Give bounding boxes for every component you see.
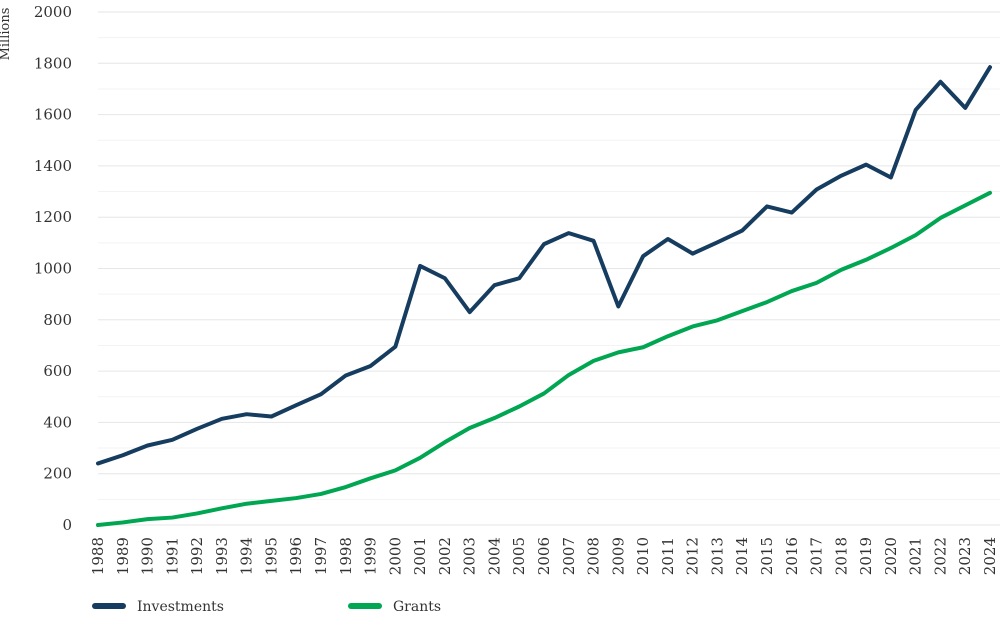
y-tick-label: 600 <box>43 362 72 380</box>
x-tick-label: 2012 <box>684 537 702 575</box>
x-tick-label: 2005 <box>510 537 528 575</box>
x-tick-label: 2003 <box>461 537 479 575</box>
x-tick-label: 1992 <box>188 537 206 575</box>
x-tick-label: 2022 <box>931 537 949 575</box>
y-axis-label: Millions <box>0 8 13 61</box>
x-tick-label: 2023 <box>956 537 974 575</box>
x-tick-label: 2024 <box>981 537 999 575</box>
x-tick-label: 2004 <box>485 537 503 575</box>
x-tick-label: 2006 <box>535 537 553 575</box>
x-tick-label: 2001 <box>411 537 429 575</box>
x-tick-label: 2011 <box>659 537 677 575</box>
x-axis-tick-labels: 1988 1989 1990 1991 1992 1993 1994 1995 1996 1997… <box>89 537 999 575</box>
series-line-investments <box>96 65 992 466</box>
series-line-grants <box>96 190 992 527</box>
x-tick-label: 1988 <box>89 537 107 575</box>
x-tick-label: 2010 <box>634 537 652 575</box>
y-tick-label: 0 <box>62 516 72 534</box>
x-tick-label: 2000 <box>386 537 404 575</box>
x-tick-label: 1999 <box>362 537 380 575</box>
y-tick-label: 1600 <box>34 106 72 124</box>
x-tick-label: 1997 <box>312 537 330 575</box>
x-tick-label: 1994 <box>238 537 256 575</box>
x-tick-label: 2016 <box>783 537 801 575</box>
y-tick-label: 400 <box>43 413 72 431</box>
x-tick-label: 1990 <box>139 537 157 575</box>
x-tick-label: 2017 <box>808 537 826 575</box>
x-tick-label: 2014 <box>733 537 751 575</box>
x-tick-label: 2020 <box>882 537 900 575</box>
y-tick-label: 1400 <box>34 157 72 175</box>
x-tick-label: 1996 <box>287 537 305 575</box>
x-tick-label: 2021 <box>907 537 925 575</box>
y-tick-label: 1000 <box>34 260 72 278</box>
x-tick-label: 2013 <box>708 537 726 575</box>
y-axis-tick-labels: 0 200 400 600 800 1000 1200 1400 1600 1800 2000 <box>34 3 72 534</box>
legend-label-grants: Grants <box>393 599 441 615</box>
x-tick-label: 2007 <box>560 537 578 575</box>
legend: Investments Grants <box>92 599 441 615</box>
y-tick-label: 800 <box>43 311 72 329</box>
x-tick-label: 2019 <box>857 537 875 575</box>
x-tick-label: 1998 <box>337 537 355 575</box>
x-tick-label: 1993 <box>213 537 231 575</box>
x-tick-label: 2002 <box>436 537 454 575</box>
x-tick-label: 2018 <box>832 537 850 575</box>
y-tick-label: 200 <box>43 465 72 483</box>
y-tick-label: 1800 <box>34 54 72 72</box>
x-tick-label: 2009 <box>609 537 627 575</box>
major-gridlines <box>98 11 1000 526</box>
y-tick-label: 2000 <box>34 3 72 21</box>
x-tick-label: 2015 <box>758 537 776 575</box>
x-tick-label: 1989 <box>114 537 132 575</box>
y-tick-label: 1200 <box>34 208 72 226</box>
x-tick-label: 1991 <box>163 537 181 575</box>
x-tick-label: 1995 <box>262 537 280 575</box>
series-lines <box>96 65 992 527</box>
x-tick-label: 2008 <box>585 537 603 575</box>
legend-label-investments: Investments <box>137 599 224 615</box>
